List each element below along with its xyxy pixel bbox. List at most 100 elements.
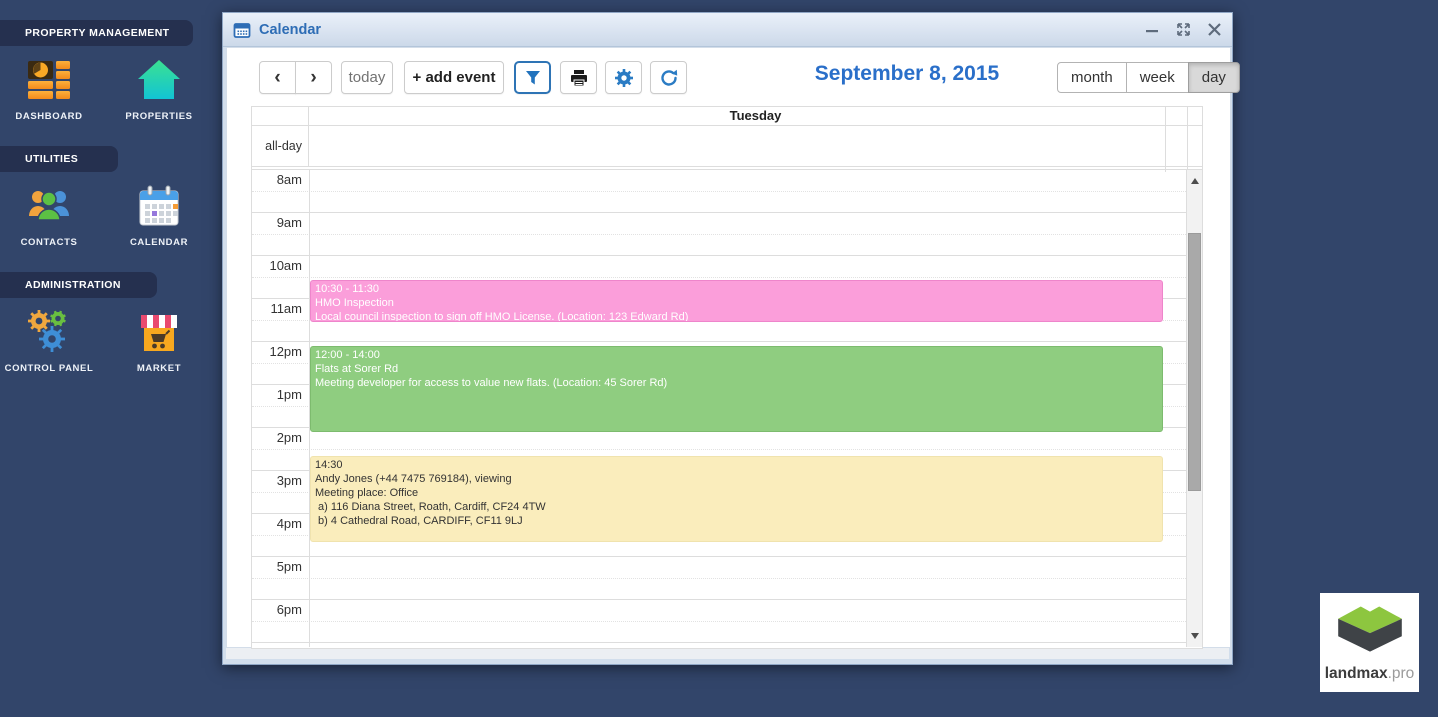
calendar-event[interactable]: 10:30 - 11:30 HMO Inspection Local council… xyxy=(310,280,1163,322)
allday-row[interactable]: all-day xyxy=(252,126,1202,167)
refresh-icon xyxy=(660,69,677,86)
sidebar-item-label: CONTACTS xyxy=(20,237,78,248)
section-header-property-management: PROPERTY MANAGEMENT xyxy=(0,20,193,46)
event-description-line: Local council inspection to sign off HMO… xyxy=(315,311,689,322)
restore-icon[interactable] xyxy=(1176,22,1191,37)
hour-label: 8am xyxy=(276,172,302,187)
window-calendar-icon xyxy=(233,22,251,38)
event-title: Andy Jones (+44 7475 769184), viewing xyxy=(315,473,512,485)
settings-button[interactable] xyxy=(605,61,642,94)
today-button[interactable]: today xyxy=(341,61,393,94)
sidebar-item-market[interactable]: MARKET xyxy=(113,308,205,375)
hour-label: 11am xyxy=(270,301,302,316)
day-header-row: Tuesday xyxy=(252,107,1202,126)
filter-icon xyxy=(525,70,540,84)
event-description-line: a) 116 Diana Street, Roath, Cardiff, CF2… xyxy=(315,501,546,513)
hour-label: 1pm xyxy=(276,387,302,402)
window-titlebar[interactable]: Calendar xyxy=(223,13,1232,47)
event-title: Flats at Sorer Rd xyxy=(315,363,399,375)
event-time: 14:30 xyxy=(315,459,343,471)
sidebar-item-calendar[interactable]: CALENDAR xyxy=(113,182,205,249)
view-switcher: month week day xyxy=(1057,62,1240,93)
sidebar-item-label: PROPERTIES xyxy=(125,111,193,122)
current-date-title: September 8, 2015 xyxy=(814,62,1000,85)
view-button-month[interactable]: month xyxy=(1057,62,1127,93)
hour-row[interactable]: 6pm xyxy=(252,600,1202,643)
section-header-administration: ADMINISTRATION xyxy=(0,272,157,298)
event-time: 10:30 - 11:30 xyxy=(315,283,380,295)
day-header: Tuesday xyxy=(729,108,782,123)
section-label: PROPERTY MANAGEMENT xyxy=(25,27,170,39)
contacts-icon xyxy=(29,191,69,221)
hour-label: 9am xyxy=(276,215,302,230)
add-event-button[interactable]: + add event xyxy=(404,61,504,94)
vertical-scrollbar[interactable] xyxy=(1186,170,1202,647)
section-header-utilities: UTILITIES xyxy=(0,146,118,172)
sidebar-item-label: MARKET xyxy=(136,363,182,374)
sidebar-item-contacts[interactable]: CONTACTS xyxy=(3,182,95,249)
section-label: ADMINISTRATION xyxy=(25,279,121,291)
sidebar-item-label: DASHBOARD xyxy=(15,111,83,122)
house-icon xyxy=(138,60,180,99)
sidebar-item-dashboard[interactable]: DASHBOARD xyxy=(3,56,95,123)
view-button-week[interactable]: week xyxy=(1125,62,1189,93)
sidebar-item-control-panel[interactable]: CONTROL PANEL xyxy=(3,308,95,375)
logo-name: landmax xyxy=(1324,665,1388,682)
sidebar-item-properties[interactable]: PROPERTIES xyxy=(113,56,205,123)
hour-row[interactable]: 8am xyxy=(252,170,1202,213)
filter-button[interactable] xyxy=(514,61,551,94)
view-button-day[interactable]: day xyxy=(1187,62,1240,93)
hour-row[interactable]: 9am xyxy=(252,213,1202,256)
hour-row[interactable]: 5pm xyxy=(252,557,1202,600)
allday-divider xyxy=(252,167,1202,170)
half-hour-line xyxy=(252,234,1186,235)
time-grid[interactable]: 8am 9am 10am 11am 12pm 1pm 2pm 3pm 4pm 5pm 6pm 10:… xyxy=(252,170,1202,647)
calendar-event[interactable]: 14:30 Andy Jones (+44 7475 769184), viewi… xyxy=(310,456,1163,542)
scroll-up-arrow-icon[interactable] xyxy=(1191,178,1199,184)
half-hour-line xyxy=(252,277,1186,278)
calendar-panel: ‹ › today + add event xyxy=(226,47,1240,649)
event-time: 12:00 - 14:00 xyxy=(315,349,380,361)
sidebar-item-label: CALENDAR xyxy=(129,237,189,248)
hour-label: 6pm xyxy=(276,602,302,617)
print-button[interactable] xyxy=(560,61,597,94)
event-title: HMO Inspection xyxy=(315,297,394,309)
hour-label: 5pm xyxy=(276,559,302,574)
hour-label: 10am xyxy=(269,258,302,273)
window-content: ‹ › today + add event xyxy=(226,47,1240,659)
minimize-icon[interactable] xyxy=(1145,22,1160,37)
prev-button[interactable]: ‹ xyxy=(259,61,296,94)
scrollbar-thumb[interactable] xyxy=(1188,233,1201,491)
allday-label: all-day xyxy=(252,126,309,166)
next-button[interactable]: › xyxy=(295,61,332,94)
half-hour-line xyxy=(252,191,1186,192)
landmax-logo: landmax.pro xyxy=(1320,593,1419,692)
sidebar-item-label: CONTROL PANEL xyxy=(4,363,94,374)
hour-label: 4pm xyxy=(276,516,302,531)
refresh-button[interactable] xyxy=(650,61,687,94)
hour-label: 3pm xyxy=(276,473,302,488)
events-layer: 10:30 - 11:30 HMO Inspection Local council… xyxy=(310,170,1165,647)
event-description-line: Meeting developer for access to value ne… xyxy=(315,377,668,389)
logo-tld: .pro xyxy=(1387,665,1415,682)
print-icon xyxy=(570,69,587,86)
half-hour-line xyxy=(252,449,1186,450)
landmax-logo-text: landmax.pro xyxy=(1320,665,1419,683)
landmax-logo-icon xyxy=(1337,606,1402,652)
half-hour-line xyxy=(252,578,1186,579)
calendar-event[interactable]: 12:00 - 14:00 Flats at Sorer Rd Meeting de… xyxy=(310,346,1163,432)
dashboard-icon xyxy=(28,61,70,99)
scroll-down-arrow-icon[interactable] xyxy=(1191,633,1199,639)
close-icon[interactable] xyxy=(1207,22,1222,37)
calendar-window: Calendar ‹ › today xyxy=(222,12,1240,665)
gears-icon xyxy=(28,310,66,352)
event-description-line: b) 4 Cathedral Road, CARDIFF, CF11 9LJ xyxy=(315,515,523,527)
hour-label: 2pm xyxy=(276,430,302,445)
calendar-grid: Tuesday all-day 8am 9am 10am 11am 12pm 1pm 2pm… xyxy=(251,106,1203,649)
event-description-line: Meeting place: Office xyxy=(315,487,419,499)
calendar-nav-group: ‹ › xyxy=(259,61,332,94)
window-title: Calendar xyxy=(259,21,322,38)
market-icon xyxy=(141,315,177,351)
calendar-icon xyxy=(139,185,179,226)
